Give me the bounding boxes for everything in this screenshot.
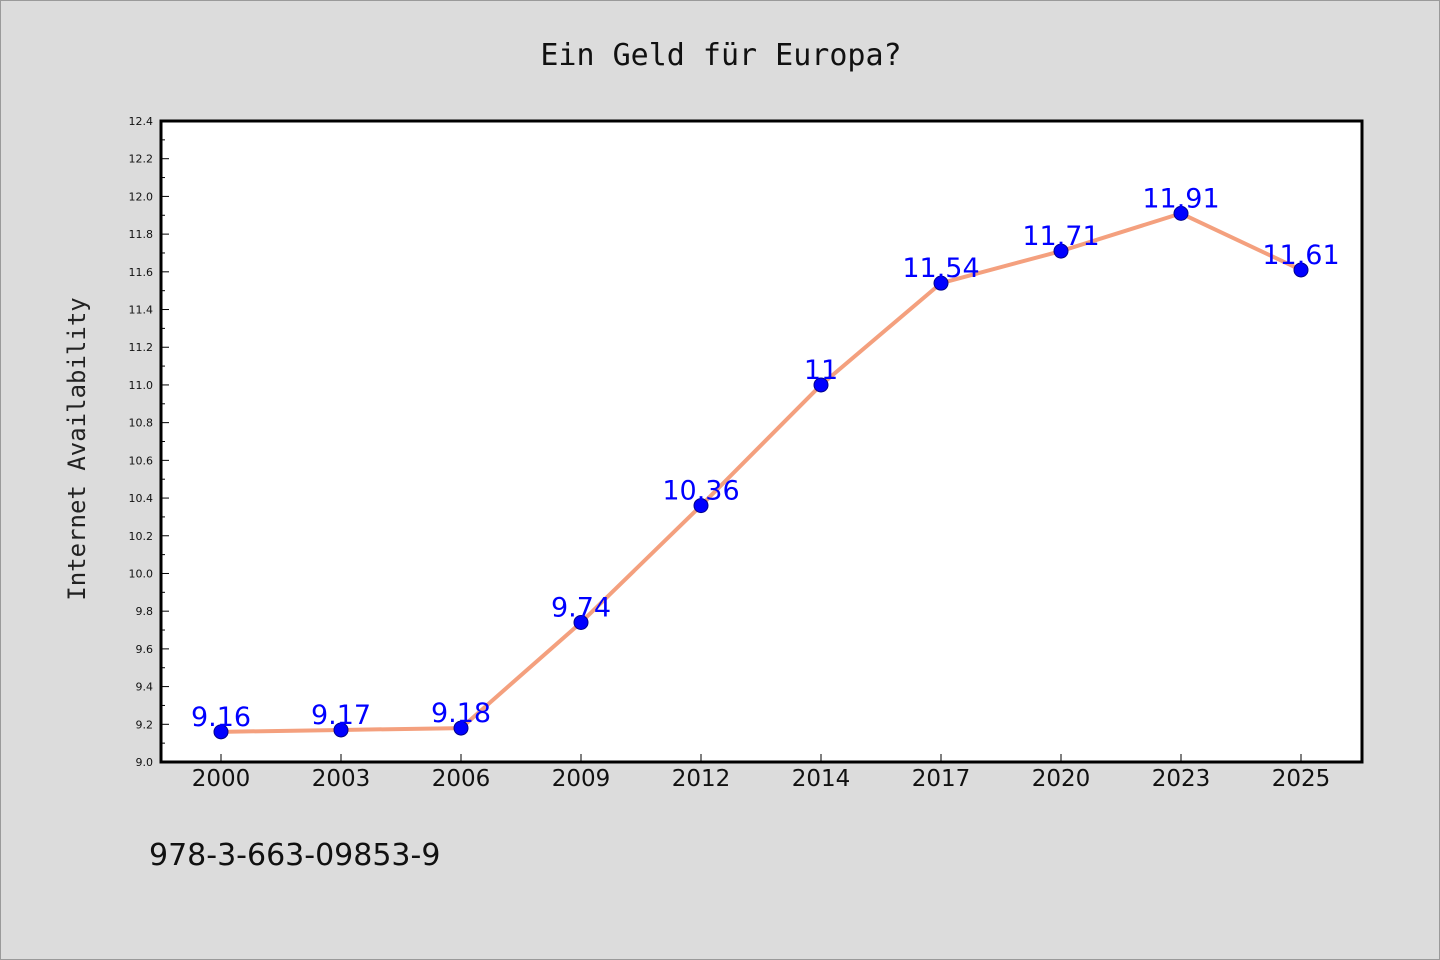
x-tick-label: 2017 bbox=[912, 766, 971, 792]
y-tick-label: 11.0 bbox=[129, 379, 154, 392]
y-tick-label: 10.8 bbox=[129, 417, 154, 430]
x-tick-label: 2012 bbox=[672, 766, 731, 792]
data-label: 9.18 bbox=[431, 698, 491, 729]
x-tick-label: 2009 bbox=[552, 766, 611, 792]
y-tick-label: 11.4 bbox=[129, 304, 154, 317]
data-point bbox=[1173, 205, 1189, 221]
data-label: 11.91 bbox=[1142, 183, 1219, 214]
data-labels: 9.16 9.17 9.18 9.74 10.36 11 11.54 11.71 11.91 11… bbox=[191, 183, 1340, 732]
x-tick-label: 2023 bbox=[1152, 766, 1211, 792]
data-label: 11.54 bbox=[902, 253, 979, 284]
x-tick-label: 2003 bbox=[312, 766, 371, 792]
chart-title: Ein Geld für Europa? bbox=[540, 38, 901, 73]
y-tick-label: 9.4 bbox=[136, 681, 154, 694]
x-tick-label: 2025 bbox=[1272, 766, 1331, 792]
y-axis: 9.0 9.2 9.4 9.6 9.8 10.0 10.2 10.4 10.6 10.8 11.0 1… bbox=[129, 115, 169, 769]
y-tick-label: 10.2 bbox=[129, 530, 154, 543]
y-tick-label: 10.0 bbox=[129, 567, 154, 580]
series-line-group bbox=[219, 211, 1303, 734]
x-tick-label: 2006 bbox=[432, 766, 491, 792]
series-line bbox=[219, 211, 1303, 734]
data-label: 11.61 bbox=[1262, 240, 1339, 271]
y-tick-label: 9.6 bbox=[136, 643, 154, 656]
data-label: 9.16 bbox=[191, 702, 251, 733]
y-tick-label: 11.8 bbox=[129, 228, 154, 241]
x-axis: 2000 2003 2006 2009 2012 2014 2017 2020 2023 2025 bbox=[192, 754, 1331, 792]
x-tick-label: 2014 bbox=[792, 766, 851, 792]
data-point bbox=[213, 724, 229, 740]
data-point bbox=[1293, 262, 1309, 278]
data-markers bbox=[213, 205, 1309, 740]
y-tick-label: 10.4 bbox=[129, 492, 154, 505]
data-point bbox=[693, 498, 709, 514]
data-label: 9.17 bbox=[311, 700, 371, 731]
y-tick-label: 9.2 bbox=[136, 718, 154, 731]
data-label: 11 bbox=[804, 355, 838, 386]
data-point bbox=[333, 722, 349, 738]
x-tick-label: 2020 bbox=[1032, 766, 1091, 792]
data-point bbox=[1053, 243, 1069, 259]
y-tick-label: 12.2 bbox=[129, 153, 154, 166]
y-tick-label: 11.2 bbox=[129, 341, 154, 354]
isbn-text: 978-3-663-09853-9 bbox=[149, 838, 440, 873]
y-tick-label: 12.4 bbox=[129, 115, 154, 128]
data-point bbox=[453, 720, 469, 736]
data-point bbox=[933, 275, 949, 291]
plot-area bbox=[161, 121, 1362, 762]
data-label: 11.71 bbox=[1022, 221, 1099, 252]
y-tick-label: 9.8 bbox=[136, 605, 154, 618]
y-tick-label: 10.6 bbox=[129, 454, 154, 467]
y-axis-label: Internet Availability bbox=[63, 297, 91, 600]
y-tick-label: 12.0 bbox=[129, 190, 154, 203]
plot-frame bbox=[159, 119, 1364, 764]
x-tick-label: 2000 bbox=[192, 766, 251, 792]
y-tick-label: 9.0 bbox=[136, 756, 154, 769]
data-point bbox=[813, 377, 829, 393]
y-tick-label: 11.6 bbox=[129, 266, 154, 279]
data-point bbox=[573, 614, 589, 630]
data-label: 10.36 bbox=[662, 476, 739, 507]
data-label: 9.74 bbox=[551, 592, 611, 623]
